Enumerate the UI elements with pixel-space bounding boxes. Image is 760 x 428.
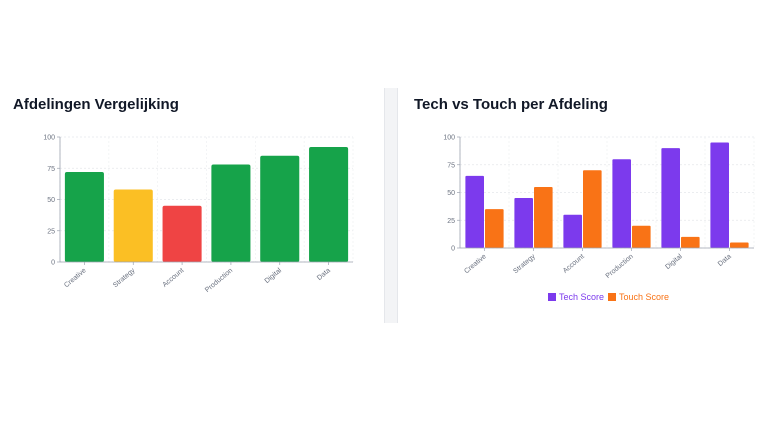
bar-touch-score [534,186,553,248]
x-tick-label: Production [204,267,234,294]
panel-divider [384,88,398,323]
x-tick-label: Digital [664,253,684,271]
x-tick-label: Data [316,267,332,282]
y-tick-label: 25 [447,218,455,225]
bar [64,172,104,262]
x-tick-label: Strategy [112,267,137,289]
x-tick-label: Strategy [512,253,537,275]
bar-touch-score [632,225,651,248]
bar [211,164,251,262]
x-tick-label: Creative [63,267,88,289]
y-tick-label: 0 [51,260,55,267]
department-comparison-chart: 0 25 50 75 100 Creative Strategy Account Product… [43,135,354,294]
legend-label: Tech Score [559,292,604,302]
bar-touch-score [730,242,749,248]
bar-tech-score [612,159,631,248]
y-tick-label: 100 [443,135,455,142]
y-tick-label: 25 [47,228,55,235]
bar-tech-score [661,148,680,248]
x-tick-label: Digital [264,267,284,285]
left-chart-title: Afdelingen Vergelijking [13,96,179,113]
bar-touch-score [583,170,602,248]
bar [260,155,300,262]
y-tick-label: 50 [447,190,455,197]
bar [309,147,349,262]
left-chart-panel: Afdelingen Vergelijking 0 25 50 75 100 Creati… [0,88,384,323]
y-tick-label: 50 [47,197,55,204]
legend-swatch [548,293,556,301]
bar-touch-score [485,209,504,248]
legend-label: Touch Score [619,292,669,302]
y-tick-label: 75 [47,166,55,173]
bar [162,205,202,262]
x-tick-label: Account [562,253,586,275]
right-chart-title: Tech vs Touch per Afdeling [414,96,608,113]
bar [113,189,153,262]
y-tick-label: 75 [447,162,455,169]
bar-tech-score [563,214,582,248]
x-tick-label: Data [717,253,733,268]
bar-tech-score [514,198,533,248]
y-tick-label: 100 [43,135,55,142]
bar-touch-score [681,236,700,248]
x-tick-label: Account [161,267,185,289]
x-tick-label: Creative [463,253,488,275]
right-chart-panel: Tech vs Touch per Afdeling 0 25 50 75 100 Cre… [398,88,760,323]
x-tick-label: Production [605,253,635,280]
legend-swatch [608,293,616,301]
y-tick-label: 0 [451,246,455,253]
tech-vs-touch-chart: 0 25 50 75 100 Creative Strategy Account Product… [443,135,755,302]
bar-tech-score [465,175,484,248]
bar-tech-score [710,142,729,248]
